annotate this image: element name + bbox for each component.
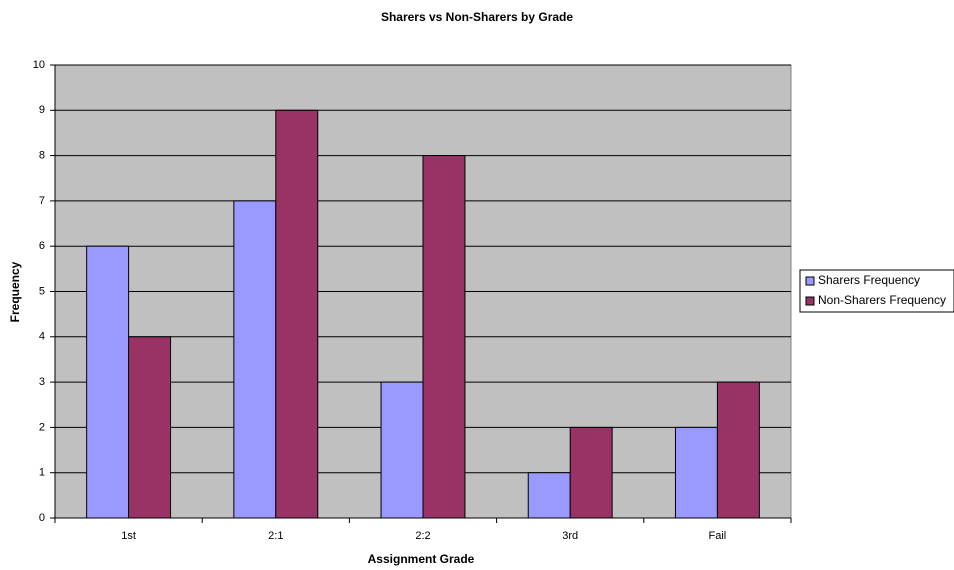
legend-label: Non-Sharers Frequency bbox=[818, 293, 946, 307]
x-axis-label: Assignment Grade bbox=[368, 552, 475, 566]
bar bbox=[674, 426, 718, 519]
legend-swatch bbox=[805, 276, 815, 286]
y-tick-label: 8 bbox=[39, 150, 45, 162]
y-tick-label: 5 bbox=[39, 285, 45, 297]
x-tick-label: 2:1 bbox=[268, 530, 283, 542]
bar bbox=[716, 381, 760, 519]
x-tick-label: 2:2 bbox=[415, 530, 430, 542]
y-tick-label: 1 bbox=[39, 467, 45, 479]
bar bbox=[422, 155, 466, 519]
y-tick-label: 9 bbox=[39, 104, 45, 116]
y-tick-label: 6 bbox=[39, 240, 45, 252]
legend bbox=[799, 269, 954, 313]
bar bbox=[128, 336, 172, 519]
bar bbox=[569, 426, 613, 519]
bar bbox=[380, 381, 424, 519]
x-tick-label: Fail bbox=[709, 530, 727, 542]
bar bbox=[275, 109, 319, 519]
y-tick-label: 10 bbox=[33, 59, 45, 71]
bar bbox=[233, 200, 277, 519]
bar bbox=[86, 245, 130, 519]
y-tick-label: 3 bbox=[39, 376, 45, 388]
legend-label: Sharers Frequency bbox=[818, 273, 920, 287]
y-tick-label: 0 bbox=[39, 512, 45, 524]
legend-swatch bbox=[805, 296, 815, 306]
x-tick-label: 1st bbox=[121, 530, 136, 542]
x-tick-label: 3rd bbox=[562, 530, 578, 542]
y-tick-label: 4 bbox=[39, 331, 45, 343]
y-tick-label: 7 bbox=[39, 195, 45, 207]
y-axis-label: Frequency bbox=[8, 261, 22, 322]
bar bbox=[527, 472, 571, 519]
chart-title: Sharers vs Non-Sharers by Grade bbox=[381, 10, 573, 24]
y-tick-label: 2 bbox=[39, 421, 45, 433]
